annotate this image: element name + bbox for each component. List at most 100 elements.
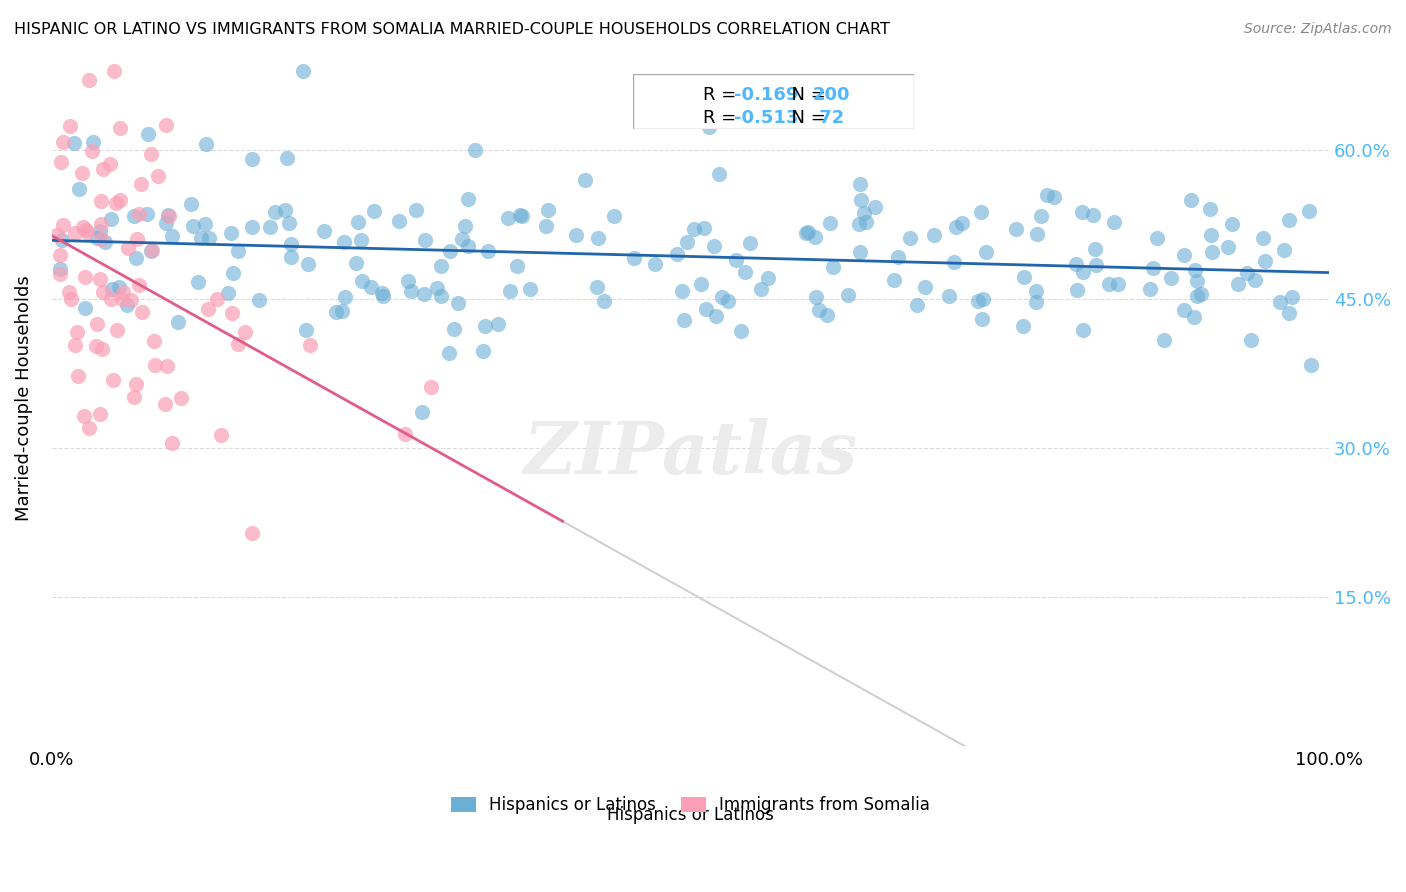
Point (259, 219, 281, 234)
Point (849, 193, 872, 207)
Point (1278, 213, 1301, 227)
FancyBboxPatch shape (633, 74, 914, 129)
Point (1036, 188, 1059, 202)
Point (472, 343, 495, 358)
Point (1201, 245, 1223, 260)
Point (84, 339, 107, 353)
Point (1185, 289, 1208, 303)
Point (1073, 265, 1095, 279)
Point (486, 318, 509, 332)
Point (837, 288, 859, 302)
Point (848, 217, 870, 231)
Point (849, 177, 872, 191)
Point (1102, 215, 1125, 229)
Point (350, 274, 373, 288)
Point (1272, 243, 1295, 257)
Point (665, 246, 688, 260)
Point (363, 204, 385, 219)
Text: N =: N = (780, 109, 832, 127)
Point (1084, 258, 1107, 272)
Point (797, 225, 820, 239)
Point (970, 205, 993, 219)
Point (1107, 277, 1129, 292)
Point (394, 427, 416, 442)
Point (125, 377, 148, 392)
Point (1025, 295, 1047, 310)
Point (1025, 284, 1047, 298)
Point (90, 217, 112, 231)
Point (86, 231, 108, 245)
Point (125, 232, 148, 246)
Point (1278, 306, 1301, 320)
Point (1084, 242, 1107, 256)
Point (89, 407, 111, 421)
Point (80, 145, 103, 159)
Point (405, 202, 427, 217)
Point (413, 286, 436, 301)
Point (693, 220, 716, 235)
Point (240, 525, 263, 540)
Point (115, 298, 138, 312)
Point (399, 285, 422, 299)
Point (240, 219, 263, 234)
Point (943, 255, 966, 269)
Point (143, 359, 166, 373)
Point (82, 136, 104, 150)
Point (277, 216, 299, 230)
Point (430, 288, 453, 302)
Point (79, 421, 101, 435)
Point (574, 172, 596, 186)
Point (197, 302, 219, 317)
Text: -0.513: -0.513 (734, 109, 799, 127)
Point (136, 128, 159, 142)
Point (749, 282, 772, 296)
Point (190, 231, 212, 245)
Point (297, 257, 319, 271)
Point (166, 315, 188, 329)
Point (371, 289, 394, 303)
Point (1220, 217, 1243, 231)
Point (671, 285, 693, 299)
Point (717, 293, 740, 308)
Point (411, 405, 433, 419)
Point (451, 232, 474, 246)
Point (128, 207, 150, 221)
Point (73, 409, 96, 424)
Point (1189, 287, 1212, 301)
Point (710, 290, 733, 304)
Point (325, 305, 347, 319)
Point (344, 256, 367, 270)
Point (972, 312, 994, 326)
Point (883, 273, 905, 287)
Point (209, 427, 232, 442)
Point (1182, 310, 1205, 324)
Point (794, 226, 817, 240)
Point (905, 298, 928, 312)
Point (474, 318, 496, 333)
Point (105, 323, 128, 337)
Point (280, 237, 302, 252)
Text: R =: R = (703, 109, 742, 127)
Point (734, 265, 756, 279)
Point (396, 274, 419, 288)
Point (117, 241, 139, 255)
Point (818, 216, 841, 230)
Point (157, 209, 180, 223)
Point (496, 211, 519, 226)
Point (291, 63, 314, 78)
Point (703, 239, 725, 253)
Point (156, 359, 179, 373)
Point (170, 391, 193, 405)
Point (63, 136, 86, 151)
Point (439, 244, 461, 259)
Point (898, 231, 921, 245)
Point (1029, 209, 1052, 223)
Point (111, 293, 134, 307)
Point (704, 309, 727, 323)
Point (1218, 239, 1240, 253)
Point (90, 194, 112, 209)
Point (350, 233, 373, 247)
Point (70, 166, 93, 180)
Point (94, 235, 117, 249)
Point (160, 436, 183, 450)
